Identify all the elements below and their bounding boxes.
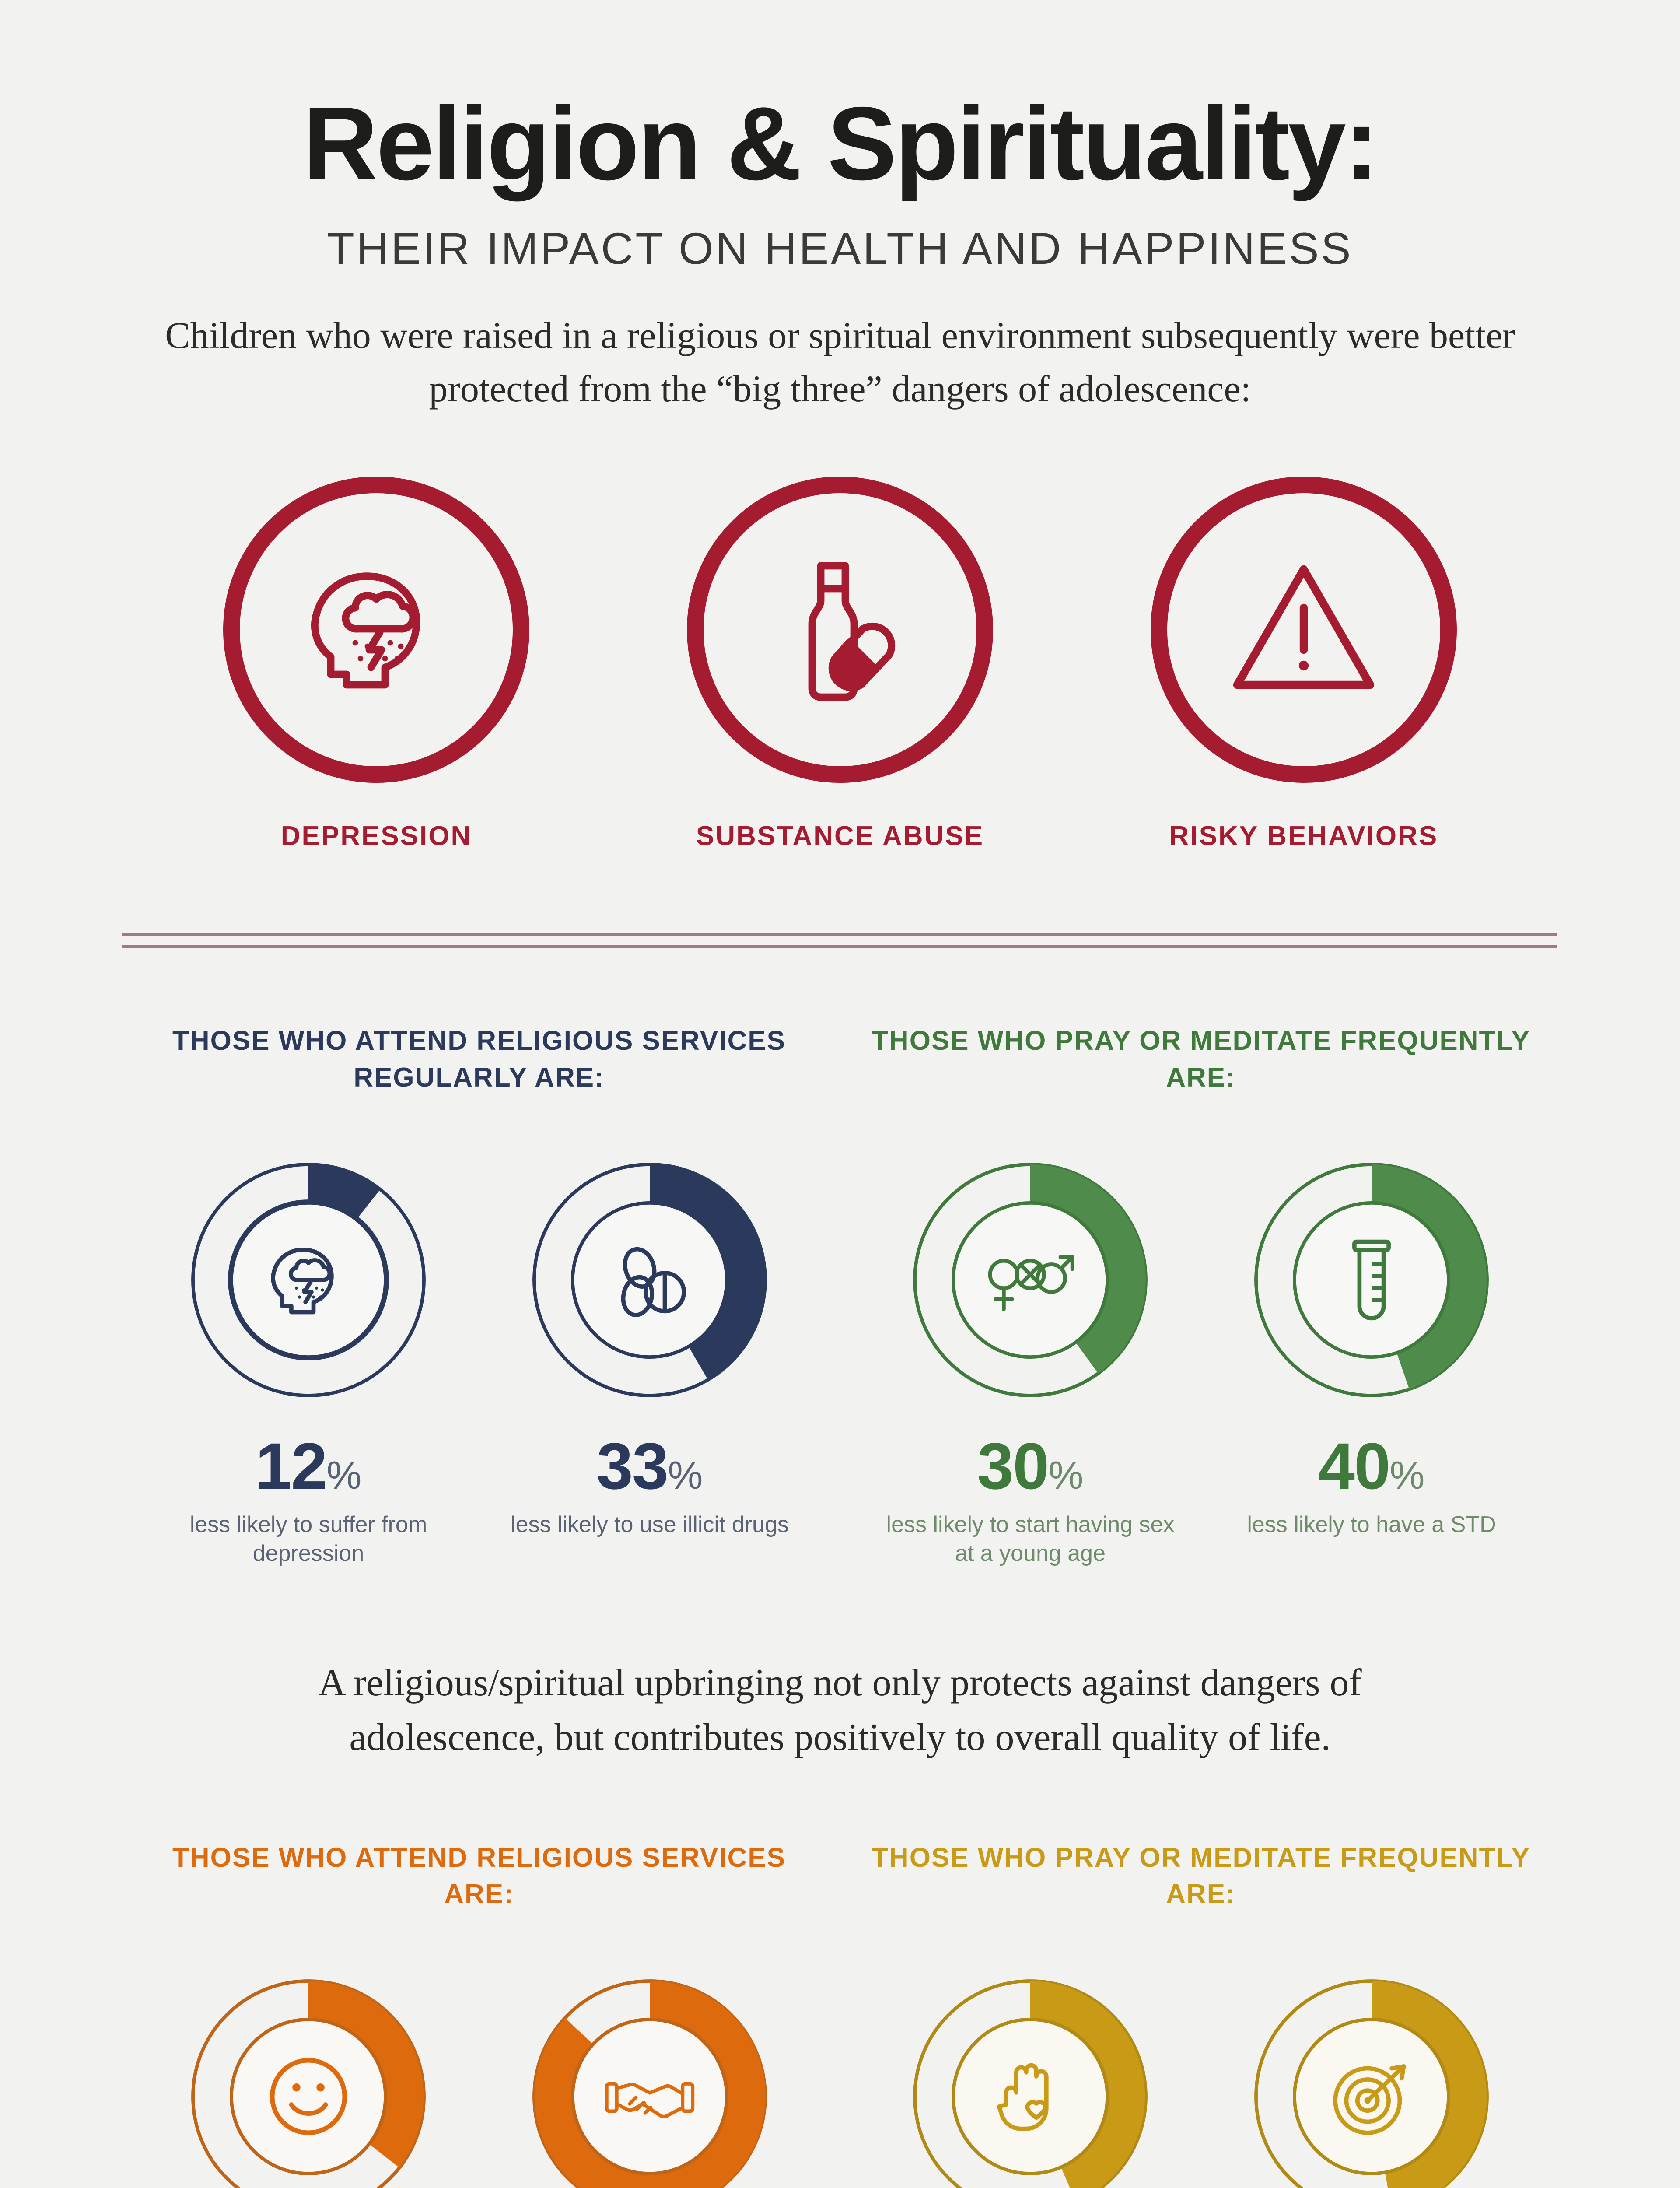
stat-percent: 33% xyxy=(505,1433,794,1499)
donut-chart xyxy=(899,1965,1162,2188)
danger-label: DEPRESSION xyxy=(280,821,472,852)
percent-symbol: % xyxy=(668,1453,703,1497)
test-tube-icon xyxy=(1321,1230,1422,1330)
donut-chart xyxy=(177,1965,440,2188)
warning-triangle-icon xyxy=(1216,541,1391,719)
dangers-row: DEPRESSION SUBSTANCE ABUSE xyxy=(122,477,1558,852)
donut-chart xyxy=(518,1965,781,2188)
head-rain-cloud-icon xyxy=(289,541,464,719)
stat-group-religious-services: THOSE WHO ATTEND RELIGIOUS SERVICES ARE: xyxy=(144,1840,814,2188)
page-title: Religion & Spirituality: xyxy=(303,86,1379,202)
danger-item-depression: DEPRESSION xyxy=(210,477,542,852)
stat-group-title: THOSE WHO ATTEND RELIGIOUS SERVICES REGU… xyxy=(172,1026,786,1093)
donut-pair: 30% less likely to start having sex at a… xyxy=(866,1149,1536,1568)
divider-top xyxy=(122,933,1558,949)
donut-chart xyxy=(1240,1965,1503,2188)
danger-circle xyxy=(1151,477,1457,783)
handshake-icon xyxy=(599,2046,700,2147)
donut-cell-std: 40% less likely to have a STD xyxy=(1227,1149,1516,1568)
donut-cell-forgiveness: 87% more likely to have high levels of f… xyxy=(505,1965,794,2188)
danger-item-substance-abuse: SUBSTANCE ABUSE xyxy=(674,477,1006,852)
donut-cell-illicit-drugs: 33% less likely to use illicit drugs xyxy=(505,1149,794,1568)
stat-caption: less likely to have a STD xyxy=(1247,1511,1496,1537)
danger-label: SUBSTANCE ABUSE xyxy=(696,821,984,852)
stat-value: 40 xyxy=(1318,1429,1391,1503)
gender-symbols-icon xyxy=(980,1230,1081,1330)
donut-chart xyxy=(518,1149,781,1411)
danger-circle xyxy=(223,477,529,783)
head-rain-cloud-icon xyxy=(258,1230,359,1330)
intro-paragraph: Children who were raised in a religious … xyxy=(165,314,1515,410)
percent-symbol: % xyxy=(1048,1453,1084,1497)
donut-pair: 18% more likely to report high levels of… xyxy=(144,1965,814,2188)
percent-symbol: % xyxy=(1390,1453,1425,1497)
stat-value: 33 xyxy=(596,1429,669,1503)
percent-symbol: % xyxy=(326,1453,362,1497)
stat-group-pray-meditate-protection: THOSE WHO PRAY OR MEDITATE FREQUENTLY AR… xyxy=(866,1023,1536,1568)
stat-caption: less likely to start having sex at a you… xyxy=(886,1511,1175,1567)
donut-cell-volunteer: 38% more likely to volunteer in their co… xyxy=(886,1965,1175,2188)
hand-heart-icon xyxy=(980,2046,1081,2147)
stat-group-title: THOSE WHO PRAY OR MEDITATE FREQUENTLY AR… xyxy=(872,1026,1530,1093)
stat-caption: less likely to use illicit drugs xyxy=(511,1511,789,1537)
stats-section-protection: THOSE WHO ATTEND RELIGIOUS SERVICES REGU… xyxy=(122,1023,1558,1568)
page-subtitle: THEIR IMPACT ON HEALTH AND HAPPINESS xyxy=(327,224,1353,274)
donut-cell-mission-purpose: 47% more likely to have a sense of missi… xyxy=(1227,1965,1516,2188)
pills-icon xyxy=(599,1230,700,1330)
donut-pair: 12% less likely to suffer from depressio… xyxy=(144,1149,814,1568)
donut-cell-depression: 12% less likely to suffer from depressio… xyxy=(164,1149,453,1568)
danger-circle xyxy=(687,477,993,783)
stat-percent: 40% xyxy=(1227,1433,1516,1499)
stat-percent: 30% xyxy=(886,1433,1175,1499)
stat-caption: less likely to suffer from depression xyxy=(189,1511,427,1567)
stats-section-flourishing: THOSE WHO ATTEND RELIGIOUS SERVICES ARE: xyxy=(122,1840,1558,2188)
danger-item-risky-behaviors: RISKY BEHAVIORS xyxy=(1138,477,1470,852)
stat-group-pray-meditate-flourishing: THOSE WHO PRAY OR MEDITATE FREQUENTLY AR… xyxy=(866,1840,1536,2188)
donut-pair: 38% more likely to volunteer in their co… xyxy=(866,1965,1536,2188)
stat-group-religious-services-regularly: THOSE WHO ATTEND RELIGIOUS SERVICES REGU… xyxy=(144,1023,814,1568)
stat-value: 30 xyxy=(977,1429,1050,1503)
donut-chart xyxy=(899,1149,1162,1411)
bottle-pill-icon xyxy=(752,541,928,719)
donut-chart xyxy=(177,1149,440,1411)
mid-statement: A religious/spiritual upbringing not onl… xyxy=(318,1661,1362,1759)
stat-group-title: THOSE WHO PRAY OR MEDITATE FREQUENTLY AR… xyxy=(872,1842,1530,1910)
stat-group-title: THOSE WHO ATTEND RELIGIOUS SERVICES ARE: xyxy=(172,1842,786,1910)
target-arrow-icon xyxy=(1321,2046,1422,2147)
smiley-face-icon xyxy=(258,2046,359,2147)
stat-value: 12 xyxy=(255,1429,328,1503)
donut-chart xyxy=(1240,1149,1503,1411)
danger-label: RISKY BEHAVIORS xyxy=(1169,821,1438,852)
donut-cell-sex-young-age: 30% less likely to start having sex at a… xyxy=(886,1149,1175,1568)
stat-percent: 12% xyxy=(164,1433,453,1499)
donut-cell-happiness: 18% more likely to report high levels of… xyxy=(164,1965,453,2188)
